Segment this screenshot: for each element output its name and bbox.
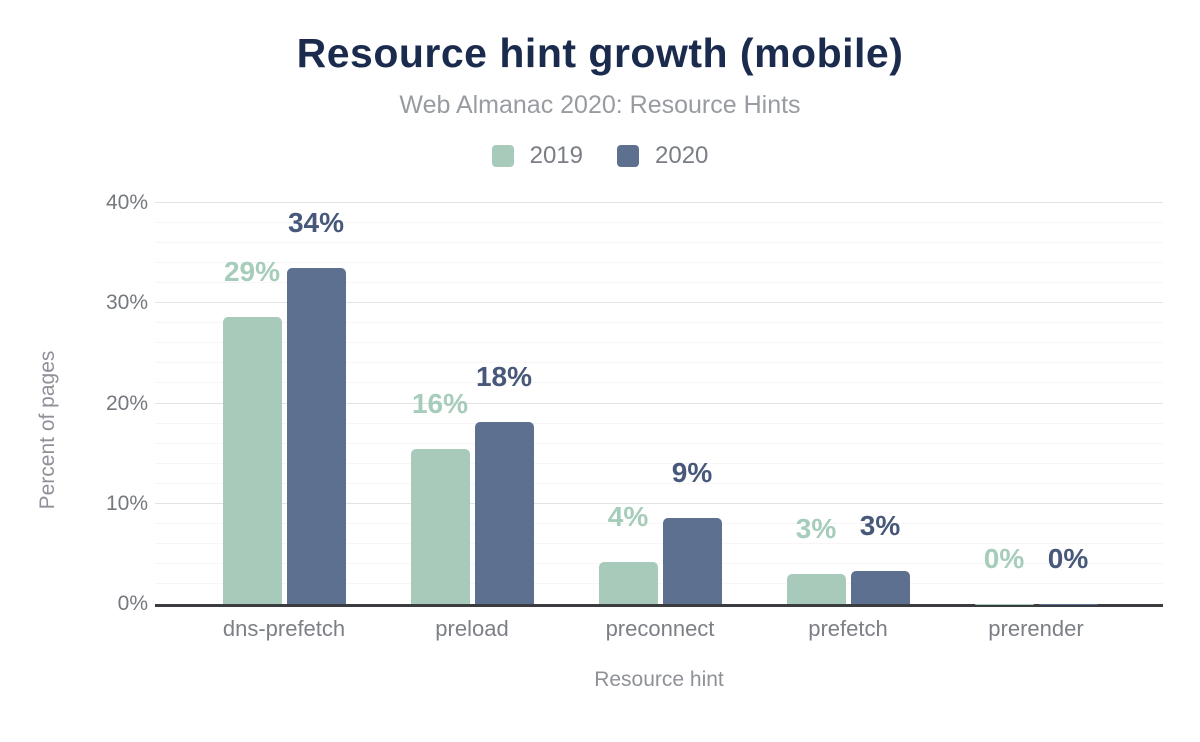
gridline-minor (155, 382, 1163, 384)
legend-swatch-icon (491, 145, 514, 167)
bar-stack: 9% (662, 456, 722, 604)
bar-stack: 0% (1038, 542, 1098, 604)
y-axis-title: Percent of pages (36, 350, 59, 510)
y-axis-tick-label: 0% (117, 592, 148, 615)
bar-2019-preconnect (598, 561, 658, 604)
bar-value-label: 34% (287, 207, 345, 239)
x-axis-title: Resource hint (594, 668, 724, 691)
gridline-major (155, 402, 1163, 404)
bar-stack: 29% (222, 256, 282, 604)
gridline-minor (155, 262, 1163, 264)
chart-subtitle: Web Almanac 2020: Resource Hints (399, 91, 801, 119)
bar-stack: 16% (410, 387, 470, 604)
gridline-major (155, 202, 1163, 203)
gridline-minor (155, 462, 1163, 464)
legend-label: 2020 (655, 142, 709, 169)
gridline-minor (155, 282, 1163, 284)
legend: 2019 2020 (0, 142, 1200, 170)
bar-value-label: 4% (607, 500, 649, 532)
bar-value-label: 3% (859, 509, 901, 541)
y-axis-tick-label: 10% (105, 491, 148, 515)
bar-value-label: 16% (411, 387, 469, 419)
bar-2020-prefetch (850, 570, 910, 604)
bar-2019-preload (410, 448, 470, 604)
gridline-minor (155, 482, 1163, 484)
gridline-minor (155, 222, 1163, 224)
x-axis-category-label: preload (435, 616, 509, 641)
gridline-minor (155, 442, 1163, 444)
bar-2020-preconnect (662, 517, 722, 604)
bar-value-label: 9% (671, 456, 713, 488)
bar-2020-preload (474, 421, 534, 604)
bar-2019-prefetch (786, 573, 846, 604)
bars-row: 29% 34% 16% 18% 4% 9% 3% 3% 0% 0% (190, 203, 1130, 604)
bar-value-label: 29% (223, 256, 281, 288)
y-axis: 0% 10% 20% 30% 40% (0, 191, 148, 615)
bar-stack: 34% (286, 207, 346, 604)
bar-value-label: 3% (795, 512, 837, 544)
gridline-minor (155, 542, 1163, 544)
bar-stack: 18% (474, 360, 534, 604)
gridline-minor (155, 422, 1163, 424)
bar-2019-dns-prefetch (222, 317, 282, 604)
x-axis: dns-prefetch preload preconnect prefetch pre… (190, 604, 1130, 642)
gridline-minor (155, 322, 1163, 324)
bar-stack: 0% (974, 542, 1034, 604)
bar-2020-prerender (1038, 603, 1098, 604)
category-group-prerender: 0% 0% (942, 203, 1130, 604)
bar-stack: 4% (598, 500, 658, 604)
bar-stack: 3% (786, 512, 846, 604)
category-group-dns-prefetch: 29% 34% (190, 203, 378, 604)
y-axis-tick-label: 40% (105, 191, 148, 214)
y-axis-tick-label: 20% (105, 391, 148, 415)
bar-2019-prerender (974, 603, 1034, 604)
gridline-minor (155, 562, 1163, 564)
category-group-preconnect: 4% 9% (566, 203, 754, 604)
x-axis-category-label: preconnect (605, 616, 715, 641)
legend-item-2019: 2019 (491, 142, 583, 170)
legend-swatch-icon (617, 145, 639, 167)
gridline-minor (155, 522, 1163, 524)
x-axis-category-label: prerender (988, 616, 1084, 641)
gridline-major (155, 302, 1163, 304)
gridline-major (155, 502, 1163, 504)
legend-label: 2019 (529, 142, 583, 169)
gridline-minor (155, 582, 1163, 584)
gridline-minor (155, 362, 1163, 364)
x-axis-category-label: dns-prefetch (222, 616, 346, 641)
bar-2020-dns-prefetch (286, 268, 346, 604)
bar-value-label: 18% (475, 360, 533, 392)
category-group-prefetch: 3% 3% (754, 203, 942, 604)
plot-area: 29% 34% 16% 18% 4% 9% 3% 3% 0% 0% dns-prefetch pre… (155, 202, 1163, 641)
y-axis-tick-label: 30% (105, 291, 148, 315)
category-group-preload: 16% 18% (378, 203, 566, 604)
bar-value-label: 0% (983, 542, 1025, 574)
chart-title: Resource hint growth (mobile) (296, 30, 904, 76)
legend-item-2020: 2020 (617, 142, 708, 170)
x-axis-category-label: prefetch (808, 616, 888, 641)
bar-value-label: 0% (1047, 542, 1089, 574)
gridline-minor (155, 242, 1163, 244)
bar-stack: 3% (850, 509, 910, 604)
gridline-minor (155, 342, 1163, 344)
